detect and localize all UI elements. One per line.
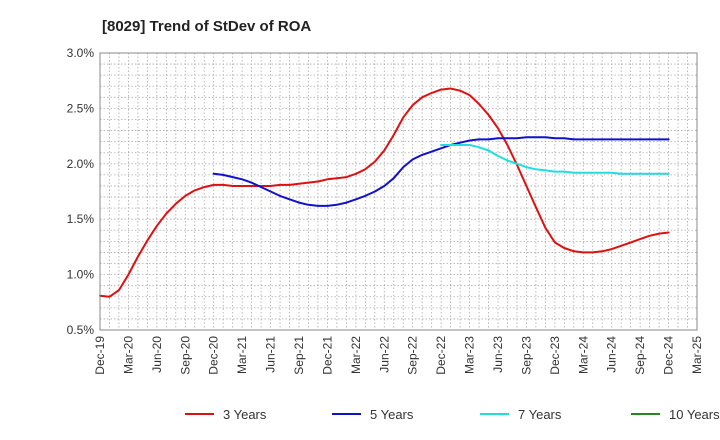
x-tick-label: Dec-23: [548, 336, 562, 375]
series-line-3-years: [99, 87, 670, 298]
legend-label: 10 Years: [669, 407, 720, 422]
x-tick-label: Dec-24: [662, 336, 676, 375]
legend-label: 7 Years: [518, 407, 562, 422]
x-tick-label: Jun-24: [605, 336, 619, 373]
x-axis-tick-labels: Dec-19 Mar-20 Jun-20 Sep-20 Dec-20 Mar-21 Jun-…: [93, 336, 704, 375]
plot-area-frame: [99, 52, 698, 331]
x-tick-label: Mar-22: [349, 336, 363, 374]
x-tick-label: Dec-19: [93, 336, 107, 375]
y-tick-label: 2.5%: [67, 101, 95, 115]
series-line-5-years: [212, 136, 670, 207]
x-tick-label: Mar-25: [690, 336, 704, 374]
x-tick-label: Jun-21: [264, 336, 278, 373]
x-tick-label: Jun-20: [150, 336, 164, 373]
x-tick-label: Sep-21: [292, 336, 306, 375]
x-tick-label: Mar-21: [235, 336, 249, 374]
gridlines: [100, 53, 697, 330]
chart-title: [8029] Trend of StDev of ROA: [102, 18, 311, 35]
legend-label: 5 Years: [370, 407, 414, 422]
x-tick-label: Mar-23: [463, 336, 477, 374]
legend-label: 3 Years: [223, 407, 267, 422]
x-tick-label: Jun-23: [491, 336, 505, 373]
y-tick-label: 1.0%: [67, 268, 95, 282]
x-tick-label: Mar-20: [121, 336, 135, 374]
y-tick-label: 0.5%: [67, 323, 95, 337]
y-tick-label: 1.5%: [67, 212, 95, 226]
x-tick-label: Jun-22: [377, 336, 391, 373]
x-tick-label: Dec-22: [434, 336, 448, 375]
x-tick-label: Mar-24: [576, 336, 590, 374]
x-tick-label: Dec-20: [207, 336, 221, 375]
x-tick-label: Sep-24: [633, 336, 647, 375]
series-line-7-years: [440, 144, 670, 175]
y-tick-label: 2.0%: [67, 157, 95, 171]
x-tick-label: Sep-23: [519, 336, 533, 375]
x-tick-label: Dec-21: [320, 336, 334, 375]
x-tick-label: Sep-20: [178, 336, 192, 375]
x-tick-label: Sep-22: [406, 336, 420, 375]
series-lines: [99, 87, 670, 298]
y-tick-label: 3.0%: [67, 46, 95, 60]
y-axis-tick-labels: 0.5% 1.0% 1.5% 2.0% 2.5% 3.0%: [67, 46, 95, 337]
legend: 3 Years 5 Years 7 Years 10 Years: [185, 407, 720, 422]
